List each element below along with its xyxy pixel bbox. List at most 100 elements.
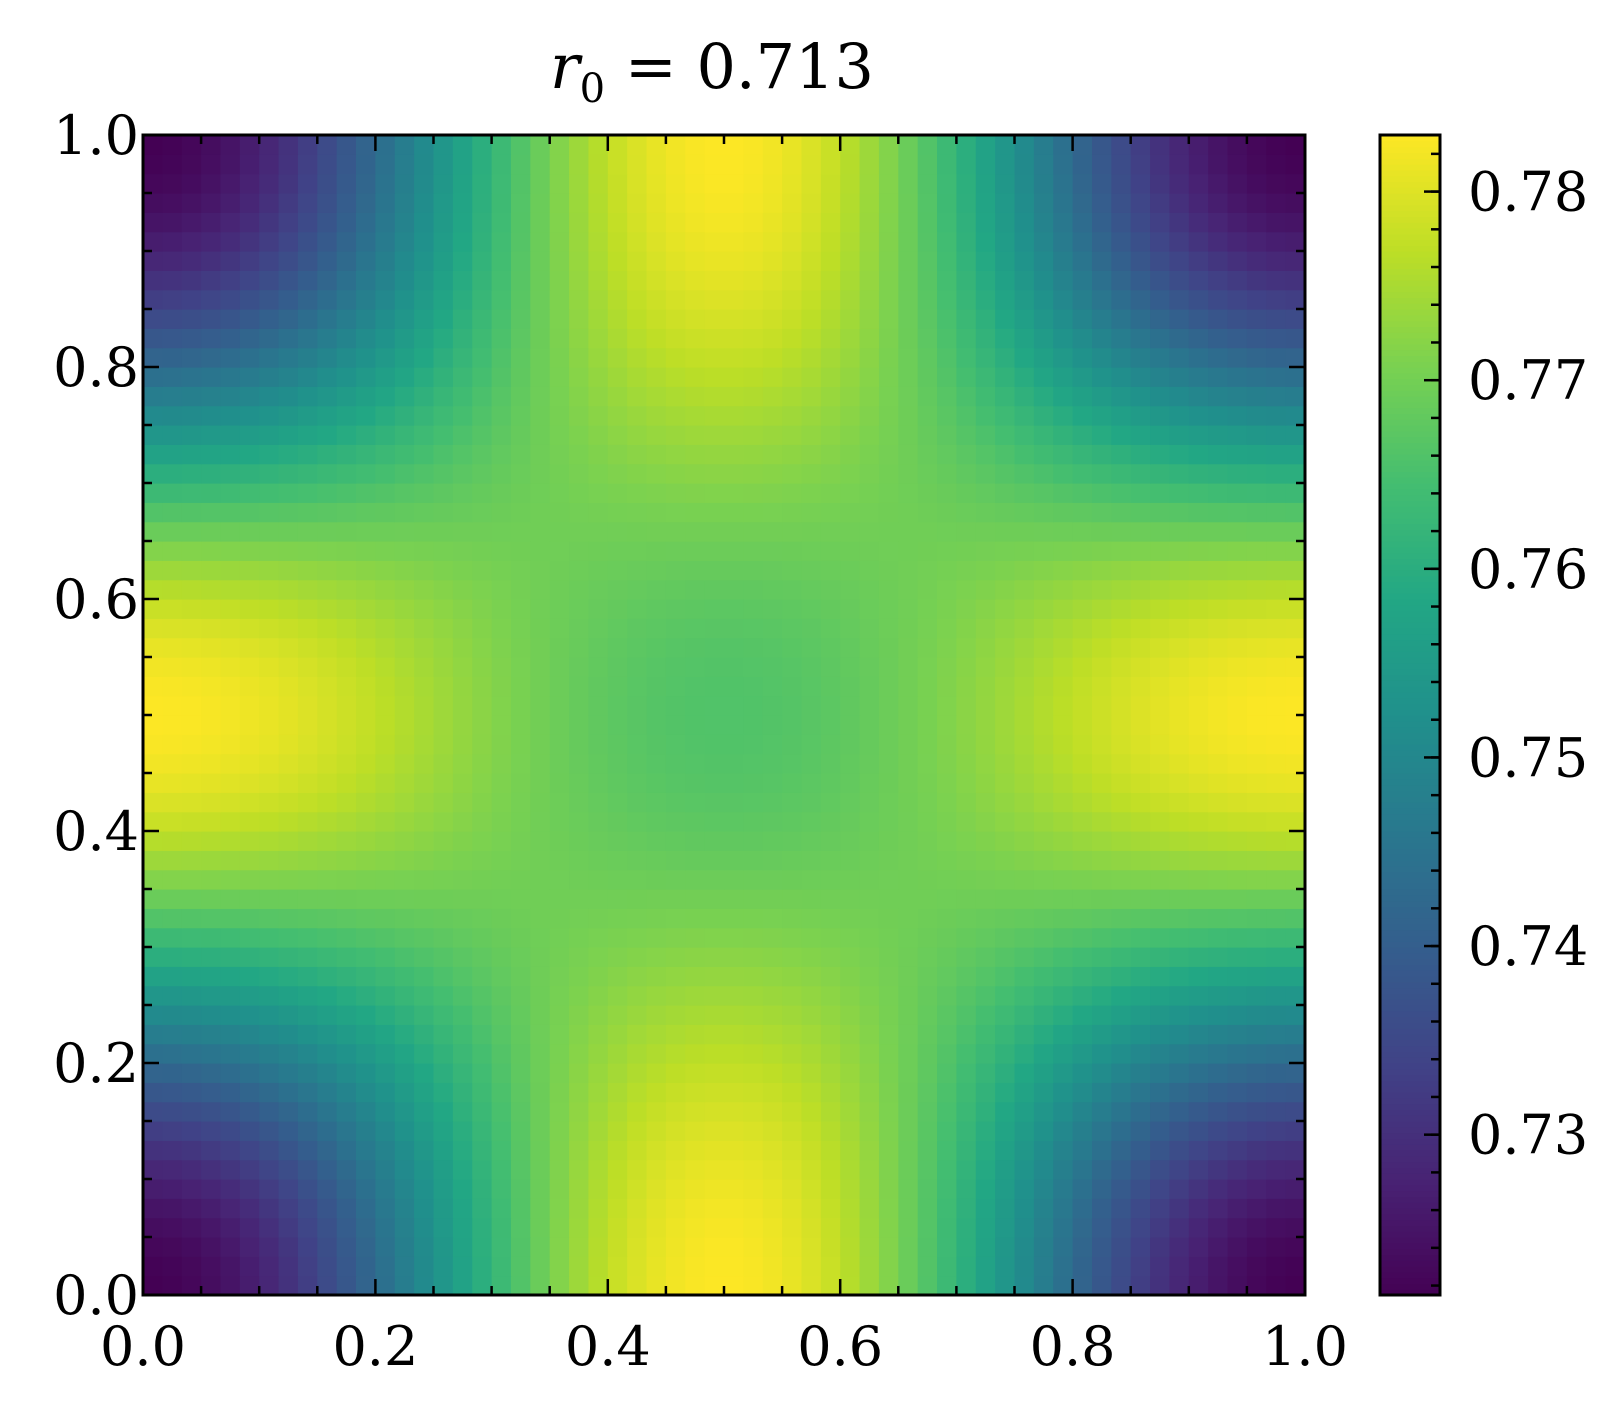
heatmap-cell <box>491 579 512 600</box>
heatmap-cell <box>995 347 1016 368</box>
heatmap-cell <box>1111 173 1132 194</box>
heatmap-cell <box>1169 135 1190 155</box>
heatmap-cell <box>820 347 841 368</box>
heatmap-cell <box>665 1159 686 1180</box>
heatmap-cell <box>297 289 318 310</box>
heatmap-cell <box>530 753 551 774</box>
heatmap-cell <box>665 1063 686 1083</box>
heatmap-cell <box>607 154 628 175</box>
heatmap-cell <box>801 1140 822 1161</box>
heatmap-cell <box>1072 463 1093 484</box>
heatmap-cell <box>452 502 473 523</box>
heatmap-cell <box>239 212 260 233</box>
heatmap-cell <box>433 734 454 755</box>
heatmap-cell <box>278 1101 299 1122</box>
heatmap-cell <box>917 753 938 774</box>
heatmap-cell <box>762 1005 783 1025</box>
heatmap-cell <box>1130 1121 1151 1141</box>
heatmap-cell <box>297 135 318 155</box>
heatmap-cell <box>162 579 183 600</box>
heatmap-cell <box>1130 695 1151 716</box>
heatmap-cell <box>1169 231 1190 252</box>
heatmap-cell <box>220 985 241 1006</box>
heatmap-cell <box>762 734 783 755</box>
heatmap-cell <box>394 1005 415 1025</box>
heatmap-cell <box>317 231 338 252</box>
heatmap-cell <box>975 328 996 349</box>
heatmap-cell <box>840 347 861 368</box>
heatmap-cell <box>782 1082 803 1103</box>
heatmap-cell <box>878 811 899 832</box>
heatmap-cell <box>452 1179 473 1199</box>
heatmap-cell <box>1014 154 1035 175</box>
heatmap-cell <box>878 618 899 639</box>
heatmap-cell <box>1208 1237 1229 1257</box>
heatmap-cell <box>1091 347 1112 368</box>
x-tick-label: 0.0 <box>100 1315 186 1378</box>
heatmap-cell <box>259 1101 280 1122</box>
heatmap-cell <box>878 1024 899 1045</box>
heatmap-cell <box>375 367 396 387</box>
heatmap-cell <box>356 135 376 155</box>
heatmap-cell <box>1150 463 1171 484</box>
heatmap-cell <box>917 966 938 987</box>
heatmap-cell <box>878 908 899 929</box>
heatmap-cell <box>491 154 512 175</box>
heatmap-cell <box>646 1024 667 1045</box>
colorbar-segment <box>1380 906 1440 913</box>
heatmap-cell <box>1130 773 1151 793</box>
heatmap-cell <box>510 637 531 658</box>
heatmap-cell <box>1208 1005 1229 1025</box>
heatmap-cell <box>297 444 318 465</box>
heatmap-cell <box>1053 328 1074 349</box>
heatmap-cell <box>278 405 299 426</box>
heatmap-cell <box>491 425 512 445</box>
heatmap-cell <box>356 889 376 909</box>
heatmap-cell <box>549 289 570 310</box>
heatmap-cell <box>1246 792 1267 813</box>
heatmap-cell <box>1130 463 1151 484</box>
heatmap-cell <box>1053 1217 1074 1238</box>
heatmap-cell <box>820 1237 841 1257</box>
colorbar-segment <box>1380 181 1440 188</box>
heatmap-cell <box>685 1063 706 1083</box>
heatmap-cell <box>336 560 357 581</box>
heatmap-cell <box>878 657 899 677</box>
heatmap-cell <box>878 676 899 697</box>
heatmap-cell <box>743 560 764 581</box>
heatmap-cell <box>162 328 183 349</box>
heatmap-cell <box>1150 231 1171 252</box>
heatmap-cell <box>956 1179 977 1199</box>
heatmap-cell <box>452 231 473 252</box>
heatmap-cell <box>1072 1140 1093 1161</box>
heatmap-cell <box>472 173 493 194</box>
heatmap-cell <box>1130 347 1151 368</box>
heatmap-cell <box>181 908 202 929</box>
heatmap-cell <box>1053 579 1074 600</box>
heatmap-cell <box>1111 1256 1132 1277</box>
heatmap-cell <box>336 541 357 561</box>
heatmap-cell <box>975 599 996 619</box>
heatmap-cell <box>510 173 531 194</box>
heatmap-cell <box>917 715 938 735</box>
heatmap-cell <box>1053 173 1074 194</box>
heatmap-cell <box>1266 657 1287 677</box>
heatmap-cell <box>1091 251 1112 271</box>
heatmap-cell <box>510 908 531 929</box>
heatmap-cell <box>1091 173 1112 194</box>
heatmap-cell <box>646 270 667 291</box>
heatmap-cell <box>530 985 551 1006</box>
heatmap-cell <box>239 1024 260 1045</box>
heatmap-cell <box>278 212 299 233</box>
heatmap-cell <box>414 1179 435 1199</box>
heatmap-cell <box>588 1256 609 1277</box>
heatmap-cell <box>220 715 241 735</box>
heatmap-cell <box>995 154 1016 175</box>
heatmap-cell <box>840 695 861 716</box>
heatmap-cell <box>569 695 590 716</box>
heatmap-cell <box>549 483 570 503</box>
heatmap-cell <box>1150 154 1171 175</box>
heatmap-cell <box>220 1140 241 1161</box>
heatmap-cell <box>1053 966 1074 987</box>
heatmap-cell <box>1208 1024 1229 1045</box>
